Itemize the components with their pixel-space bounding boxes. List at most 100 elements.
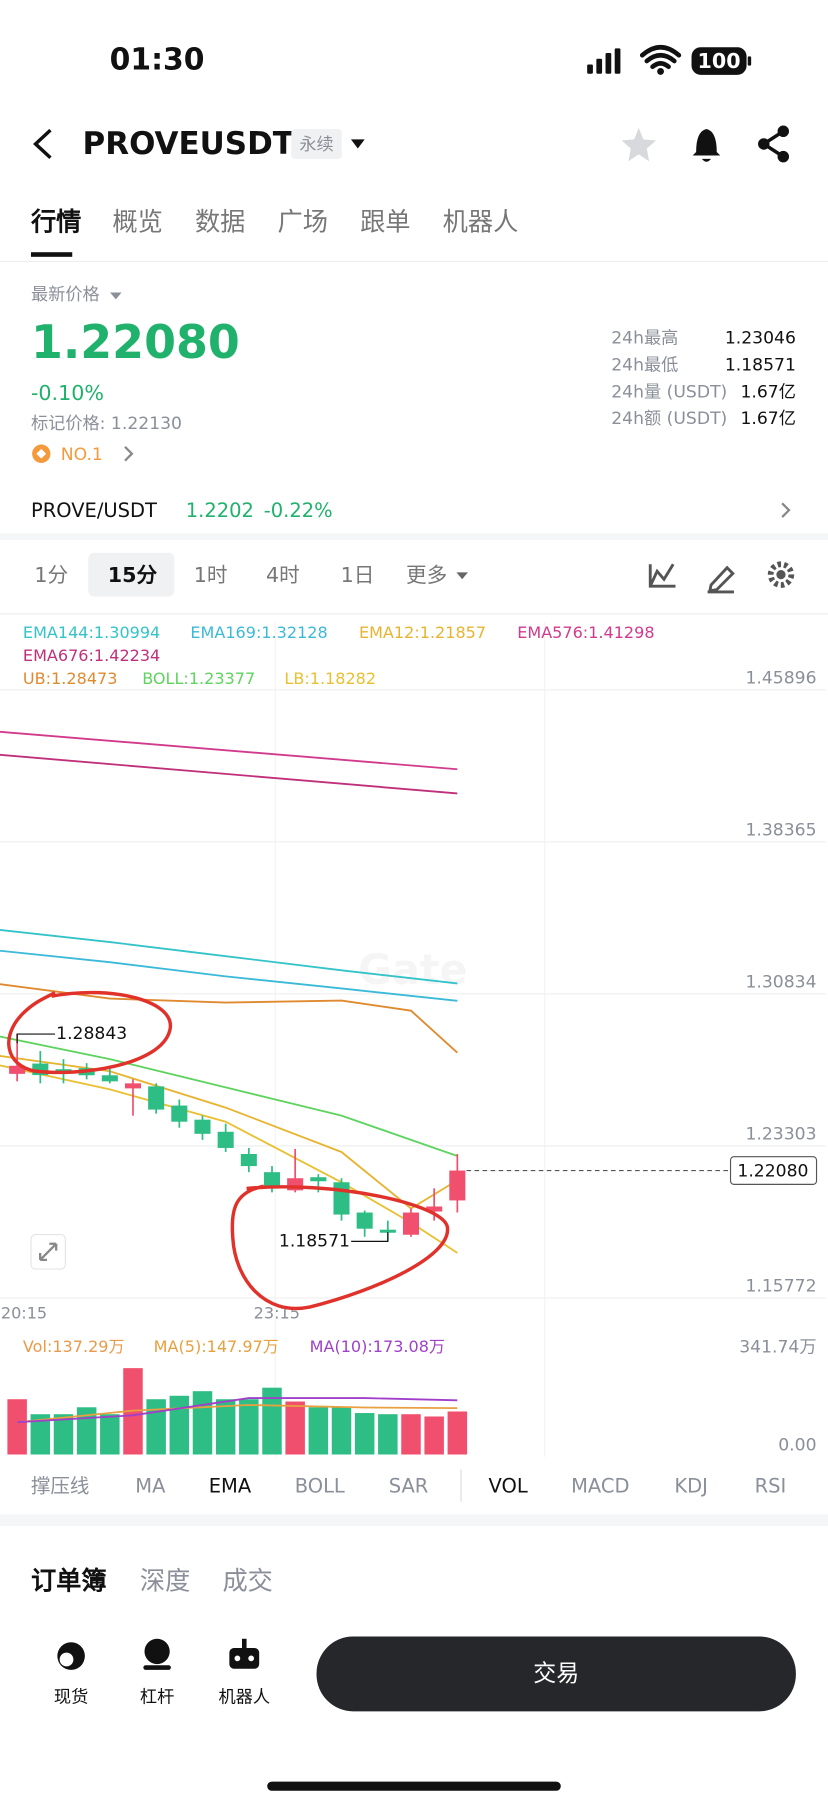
indicator-tab[interactable]: MA [135,1474,166,1497]
mark-price: 标记价格: 1.22130 [31,414,182,434]
section-gap [0,1514,828,1526]
spot-price: 1.2202 [186,499,254,522]
indicator-tab[interactable]: SAR [389,1474,429,1497]
indicator-tab[interactable]: KDJ [674,1474,708,1497]
indicator-tab[interactable]: 撑压线 [31,1474,89,1497]
section-gap [0,533,828,541]
price-change: -0.10% [31,381,104,405]
candle-body [101,1075,118,1082]
legend-entry: EMA576:1.41298 [517,623,654,642]
book-tab[interactable]: 订单簿 [31,1566,107,1595]
y-tick-label: 1.15772 [745,1276,816,1296]
tab[interactable]: 跟单 [360,207,410,236]
margin-icon[interactable] [143,1638,171,1670]
high-label: 1.28843 [56,1024,127,1044]
signal-icon [587,48,621,74]
trade-button-label[interactable]: 交易 [533,1661,579,1687]
volume-bar [401,1414,421,1455]
volume-bar [192,1391,213,1455]
stat-value: 1.18571 [725,355,796,375]
tab[interactable]: 概览 [112,207,162,236]
y-tick-label: 1.30834 [745,972,816,992]
tab-bar: 行情 概览 数据 广场 跟单 机器人 [30,207,518,236]
last-price: 1.22080 [31,315,240,369]
indicator-line [17,1404,458,1424]
favorite-icon[interactable] [621,127,656,162]
tab[interactable]: 行情 [30,207,81,236]
interval[interactable]: 1分 [34,563,68,587]
spot-icon[interactable] [57,1642,85,1670]
spot-chevron[interactable] [781,502,791,518]
indicator-tab[interactable]: EMA [209,1474,252,1497]
alert-icon[interactable] [692,128,721,162]
tab[interactable]: 广场 [278,207,328,236]
rank: NO.1 [61,445,103,465]
volume-bar [53,1414,74,1455]
indicator-icon[interactable] [648,563,676,588]
volume-bar [146,1399,166,1455]
volume-bar [331,1407,352,1455]
legend-entry: EMA144:1.30994 [23,623,160,642]
book-tab[interactable]: 成交 [222,1566,272,1595]
volume-bar [7,1399,27,1455]
candle-body [240,1153,257,1167]
tab[interactable]: 数据 [195,207,245,236]
candle-body [402,1212,420,1235]
highlight-circle [7,990,173,1075]
interval[interactable]: 15分 [108,563,158,587]
candle-body [148,1086,165,1110]
candle-body [194,1119,211,1134]
nav-label[interactable]: 现货 [54,1687,88,1707]
draw-icon[interactable] [707,565,735,594]
interval[interactable]: 1时 [194,563,228,587]
y-tick-label: 1.38365 [745,820,816,840]
symbol-dropdown[interactable] [350,139,365,149]
high-marker [16,1033,55,1044]
candle-body [379,1229,396,1233]
interval[interactable]: 1日 [341,563,375,587]
indicator-tab[interactable]: BOLL [295,1474,345,1497]
indicator-tab[interactable]: RSI [755,1474,787,1497]
interval-bar: 1分 15分 1时 4时 1日 更多 [34,563,447,587]
bot-icon[interactable] [229,1638,260,1669]
tag-bg [291,128,342,159]
price-label-dropdown[interactable] [110,292,122,300]
back-button[interactable] [33,128,52,160]
symbol: PROVEUSDT [83,126,294,162]
price-chart: Gate 1.45896 1.38365 1.30834 1.23303 1.15772 2… [0,621,826,1457]
tab-underline [30,252,73,257]
volume-bar [169,1395,190,1455]
volume-bar [262,1387,282,1455]
volume-bar [30,1414,51,1455]
settings-icon[interactable] [767,561,795,588]
clock: 01:30 [110,42,205,77]
stat-label: 24h最低 [611,355,678,375]
book-tab[interactable]: 深度 [140,1566,190,1595]
nav-label[interactable]: 杠杆 [140,1687,174,1707]
candle-body [263,1172,281,1187]
y-tick-label: 1.23303 [745,1124,816,1144]
trade-button[interactable] [316,1636,796,1712]
battery-tip [747,56,752,66]
settings-icon-core[interactable] [776,570,786,580]
interval[interactable]: 4时 [266,563,300,587]
stat-label: 24h量 (USDT) [611,382,727,402]
share-icon[interactable] [758,125,790,163]
tab[interactable]: 机器人 [443,207,519,236]
interval[interactable]: 更多 [406,563,447,587]
candle-body [356,1212,373,1229]
x-tick-label: 20:15 [1,1303,47,1322]
legend-entry: MA(10):173.08万 [310,1337,445,1356]
candle-body [171,1105,188,1122]
stats: 24h最高 1.23046 24h最低 1.18571 24h量 (USDT) 1.67亿… [611,329,796,430]
wifi-icon [639,44,682,70]
expand-icon[interactable] [38,1242,58,1262]
rank-chevron[interactable] [124,446,134,462]
stat-label: 24h最高 [611,329,678,349]
nav-label[interactable]: 机器人 [218,1687,270,1707]
indicator-tab[interactable]: VOL [489,1474,528,1497]
more-dropdown[interactable] [456,572,468,580]
indicator-tab[interactable]: MACD [571,1474,629,1497]
candle-body [449,1170,466,1201]
